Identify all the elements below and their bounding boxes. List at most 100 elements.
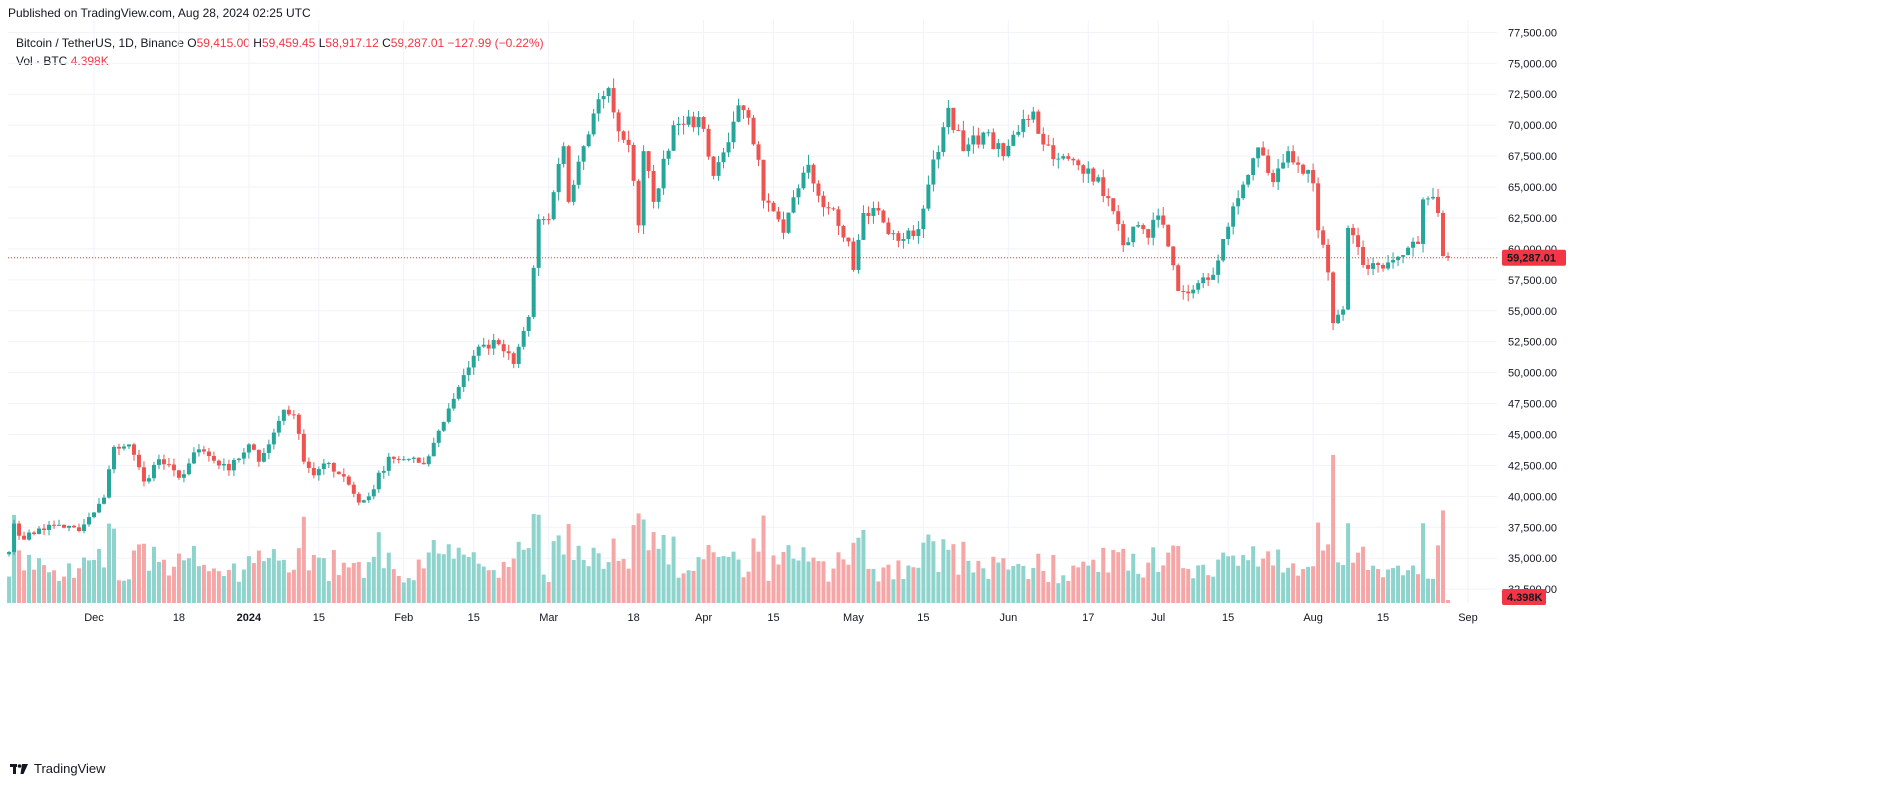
volume-bar — [1241, 555, 1246, 603]
volume-bar — [911, 567, 916, 603]
candle-body — [726, 142, 731, 153]
volume-legend-row: Vol · BTC 4.398K — [16, 52, 544, 70]
candle-body — [516, 346, 521, 364]
volume-bar — [831, 568, 836, 603]
volume-bar — [626, 568, 631, 603]
volume-value: 4.398K — [70, 54, 109, 68]
volume-bar — [896, 560, 901, 603]
volume-bar — [1266, 551, 1271, 603]
volume-bar — [951, 544, 956, 603]
volume-bar — [341, 562, 346, 603]
published-header: Published on TradingView.com, Aug 28, 20… — [8, 6, 311, 20]
tradingview-brand[interactable]: TradingView — [10, 761, 106, 776]
volume-bar — [1336, 562, 1341, 603]
candle-body — [1436, 196, 1441, 214]
time-tick-label: Mar — [539, 612, 558, 624]
time-tick-label: 15 — [917, 612, 929, 624]
volume-bar — [126, 579, 131, 603]
candle-body — [456, 387, 461, 399]
volume-bar — [1016, 563, 1021, 603]
volume-bar — [421, 568, 426, 603]
volume-bar — [1161, 565, 1166, 603]
candle-body — [1186, 291, 1191, 294]
volume-bar — [581, 559, 586, 603]
candle-body — [101, 497, 106, 504]
volume-bar — [1171, 545, 1176, 603]
volume-bar — [1361, 546, 1366, 603]
candle-body — [906, 230, 911, 239]
price-axis[interactable]: 32,500.0035,000.0037,500.0040,000.0042,5… — [1508, 27, 1557, 596]
volume-bar — [661, 534, 666, 603]
candle-body — [22, 535, 27, 540]
candle-body — [1116, 211, 1121, 225]
price-tick-label: 57,500.00 — [1508, 275, 1557, 287]
candle-body — [241, 452, 246, 459]
volume-bar — [1201, 564, 1206, 603]
candle-body — [1261, 147, 1266, 156]
candle-body — [12, 523, 17, 553]
volume-bar — [921, 542, 926, 603]
price-tick-label: 40,000.00 — [1508, 491, 1557, 503]
candle-body — [581, 146, 586, 162]
volume-bar — [1226, 556, 1231, 603]
candle-body — [796, 188, 801, 198]
candle-body — [1416, 241, 1421, 244]
volume-bar — [141, 543, 146, 603]
candle-body — [1336, 314, 1341, 324]
volume-bar — [186, 558, 191, 603]
volume-bar — [761, 515, 766, 603]
time-axis[interactable]: Dec 18 2024 15 Feb 15 Mar 18 Apr 15 May 15 Jun 17 Jul 1… — [84, 612, 1478, 624]
volume-bar — [121, 580, 126, 603]
candle-body — [1241, 184, 1246, 199]
volume-bar — [131, 550, 136, 603]
candle-body — [376, 472, 381, 490]
candle-body — [1426, 198, 1431, 200]
volume-bar — [806, 561, 811, 603]
volume-bar — [67, 563, 72, 603]
candle-body — [1146, 229, 1151, 238]
candle-body — [1376, 263, 1381, 265]
volume-bar — [966, 560, 971, 603]
volume-bar — [52, 570, 57, 603]
volume-bar — [1436, 545, 1441, 603]
volume-label[interactable]: Vol · BTC — [16, 54, 68, 68]
candle-body — [436, 430, 441, 443]
volume-bar — [1271, 565, 1276, 603]
volume-bar — [801, 547, 806, 603]
symbol-label[interactable]: Bitcoin / TetherUS, 1D, Binance — [16, 36, 184, 50]
high-label: H — [253, 36, 262, 50]
volume-bar — [1166, 552, 1171, 603]
candle-body — [1136, 225, 1141, 227]
candle-body — [1191, 289, 1196, 294]
candle-body — [981, 132, 986, 145]
volume-bar — [1261, 558, 1266, 603]
volume-bar — [181, 560, 186, 603]
brand-name: TradingView — [34, 761, 106, 776]
volume-bar — [1346, 523, 1351, 603]
volume-bar — [676, 577, 681, 603]
time-tick-label: 2024 — [237, 612, 262, 624]
price-tick-label: 47,500.00 — [1508, 399, 1557, 411]
price-tick-label: 50,000.00 — [1508, 368, 1557, 380]
volume-bar — [1136, 573, 1141, 603]
candle-body — [966, 144, 971, 152]
volume-bar — [1091, 559, 1096, 603]
price-tick-label: 72,500.00 — [1508, 89, 1557, 101]
candle-body — [1236, 198, 1241, 207]
volume-bar — [1006, 569, 1011, 603]
candle-body — [426, 456, 431, 465]
candle-body — [1131, 226, 1136, 243]
candle-body — [176, 470, 181, 478]
volume-bar — [1396, 565, 1401, 603]
volume-bar — [1211, 576, 1216, 603]
volume-bar — [1306, 566, 1311, 603]
candle-body — [1001, 143, 1006, 157]
volume-bar — [1131, 553, 1136, 603]
volume-bar — [936, 571, 941, 603]
price-tick-label: 75,000.00 — [1508, 58, 1557, 70]
volume-bar — [1101, 547, 1106, 603]
volume-bar — [986, 578, 991, 603]
volume-bar — [236, 581, 241, 603]
candle-body — [596, 99, 601, 114]
